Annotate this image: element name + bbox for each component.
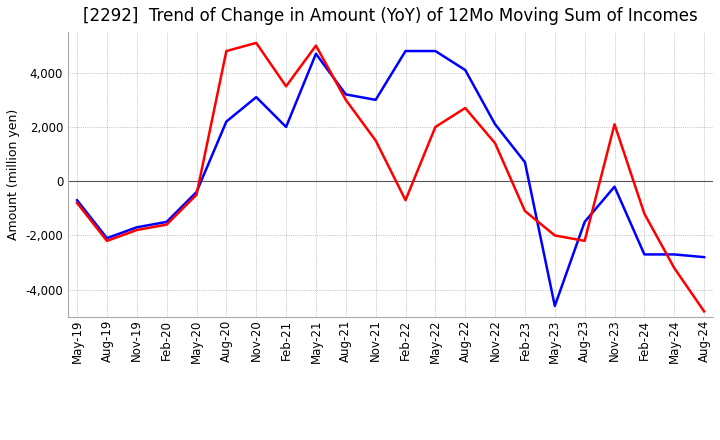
Ordinary Income: [312, 51, 320, 56]
Net Income: [640, 211, 649, 216]
Net Income: [192, 192, 201, 198]
Ordinary Income: [461, 67, 469, 73]
Ordinary Income: [341, 92, 350, 97]
Ordinary Income: [132, 225, 141, 230]
Net Income: [521, 209, 529, 214]
Ordinary Income: [73, 198, 81, 203]
Ordinary Income: [372, 97, 380, 103]
Ordinary Income: [252, 95, 261, 100]
Ordinary Income: [670, 252, 678, 257]
Net Income: [491, 141, 500, 146]
Ordinary Income: [162, 219, 171, 224]
Net Income: [461, 105, 469, 110]
Title: [2292]  Trend of Change in Amount (YoY) of 12Mo Moving Sum of Incomes: [2292] Trend of Change in Amount (YoY) o…: [84, 7, 698, 25]
Net Income: [222, 48, 230, 54]
Net Income: [73, 200, 81, 205]
Net Income: [341, 97, 350, 103]
Ordinary Income: [431, 48, 440, 54]
Net Income: [132, 227, 141, 233]
Ordinary Income: [611, 184, 619, 189]
Net Income: [551, 233, 559, 238]
Net Income: [103, 238, 112, 243]
Net Income: [282, 84, 290, 89]
Ordinary Income: [700, 254, 708, 260]
Net Income: [312, 43, 320, 48]
Line: Net Income: Net Income: [77, 43, 704, 312]
Net Income: [162, 222, 171, 227]
Ordinary Income: [521, 160, 529, 165]
Ordinary Income: [192, 189, 201, 194]
Ordinary Income: [640, 252, 649, 257]
Ordinary Income: [103, 235, 112, 241]
Net Income: [700, 309, 708, 314]
Ordinary Income: [551, 303, 559, 308]
Net Income: [670, 265, 678, 271]
Line: Ordinary Income: Ordinary Income: [77, 51, 704, 306]
Net Income: [431, 125, 440, 130]
Net Income: [372, 138, 380, 143]
Ordinary Income: [491, 121, 500, 127]
Ordinary Income: [222, 119, 230, 124]
Ordinary Income: [282, 125, 290, 130]
Net Income: [611, 121, 619, 127]
Net Income: [401, 198, 410, 203]
Net Income: [252, 40, 261, 46]
Ordinary Income: [580, 219, 589, 224]
Y-axis label: Amount (million yen): Amount (million yen): [7, 109, 20, 240]
Net Income: [580, 238, 589, 243]
Ordinary Income: [401, 48, 410, 54]
